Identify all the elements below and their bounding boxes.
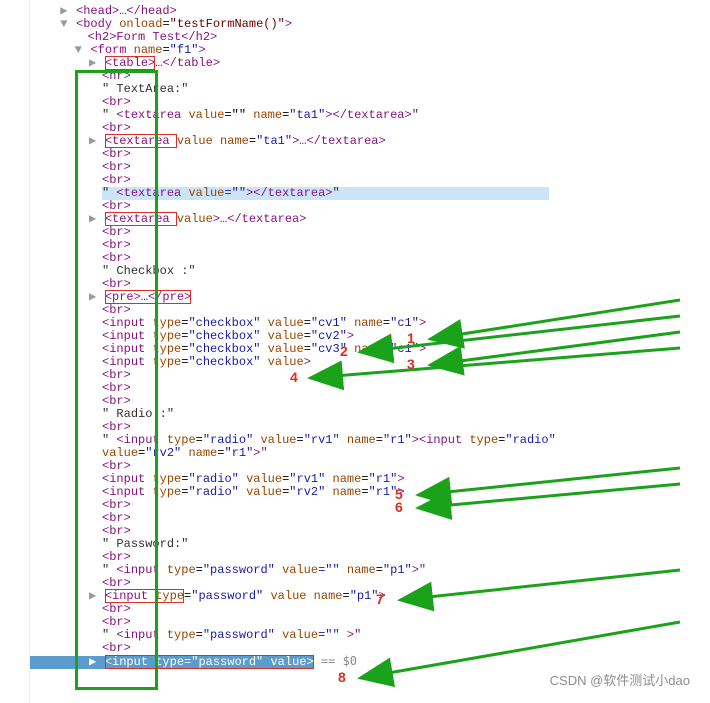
table-tag[interactable]: <table> [105, 56, 155, 70]
hr-tag[interactable]: <hr> [102, 69, 131, 83]
input-checkbox-3[interactable]: <input [102, 342, 152, 356]
textarea-inline[interactable]: <textarea [116, 186, 188, 200]
form-tag[interactable]: <form [90, 43, 126, 57]
input-checkbox-4[interactable]: <input [102, 355, 152, 369]
annotation-number: 6 [395, 499, 403, 515]
text-node: " Radio :" [102, 407, 174, 421]
head-tag[interactable]: <head>…</head> [76, 4, 177, 18]
input-checkbox-2[interactable]: <input [102, 329, 152, 343]
input-radio-1[interactable]: <input [102, 472, 152, 486]
annotation-number: 8 [338, 669, 346, 685]
textarea-tag-2[interactable]: <textarea [105, 212, 177, 226]
pre-tag[interactable]: <pre> [105, 290, 141, 304]
input-password-selected[interactable]: <input [105, 655, 155, 669]
gutter [0, 0, 30, 703]
br-tag[interactable]: <br> [102, 95, 131, 109]
console-ref: == $0 [314, 654, 357, 668]
textarea-tag-1[interactable]: <textarea [105, 134, 177, 148]
watermark: CSDN @软件测试小dao [550, 670, 690, 689]
input-checkbox-1[interactable]: <input [102, 316, 152, 330]
annotation-number: 3 [407, 356, 415, 372]
text-node: " Password:" [102, 537, 188, 551]
h2-tag[interactable]: <h2>Form Test</h2> [88, 30, 218, 44]
text-node: " Checkbox :" [102, 264, 196, 278]
input-password-1[interactable]: <input [105, 589, 155, 603]
annotation-number: 2 [340, 343, 348, 359]
input-radio-2[interactable]: <input [102, 485, 152, 499]
text-node: " TextArea:" [102, 82, 188, 96]
devtools-dom-tree[interactable]: ▶ <head>…</head> ▼ <body onload="testFor… [30, 0, 710, 695]
body-tag[interactable]: <body [76, 17, 112, 31]
annotation-number: 4 [290, 369, 298, 385]
annotation-number: 1 [407, 330, 415, 346]
annotation-number: 7 [376, 591, 384, 607]
